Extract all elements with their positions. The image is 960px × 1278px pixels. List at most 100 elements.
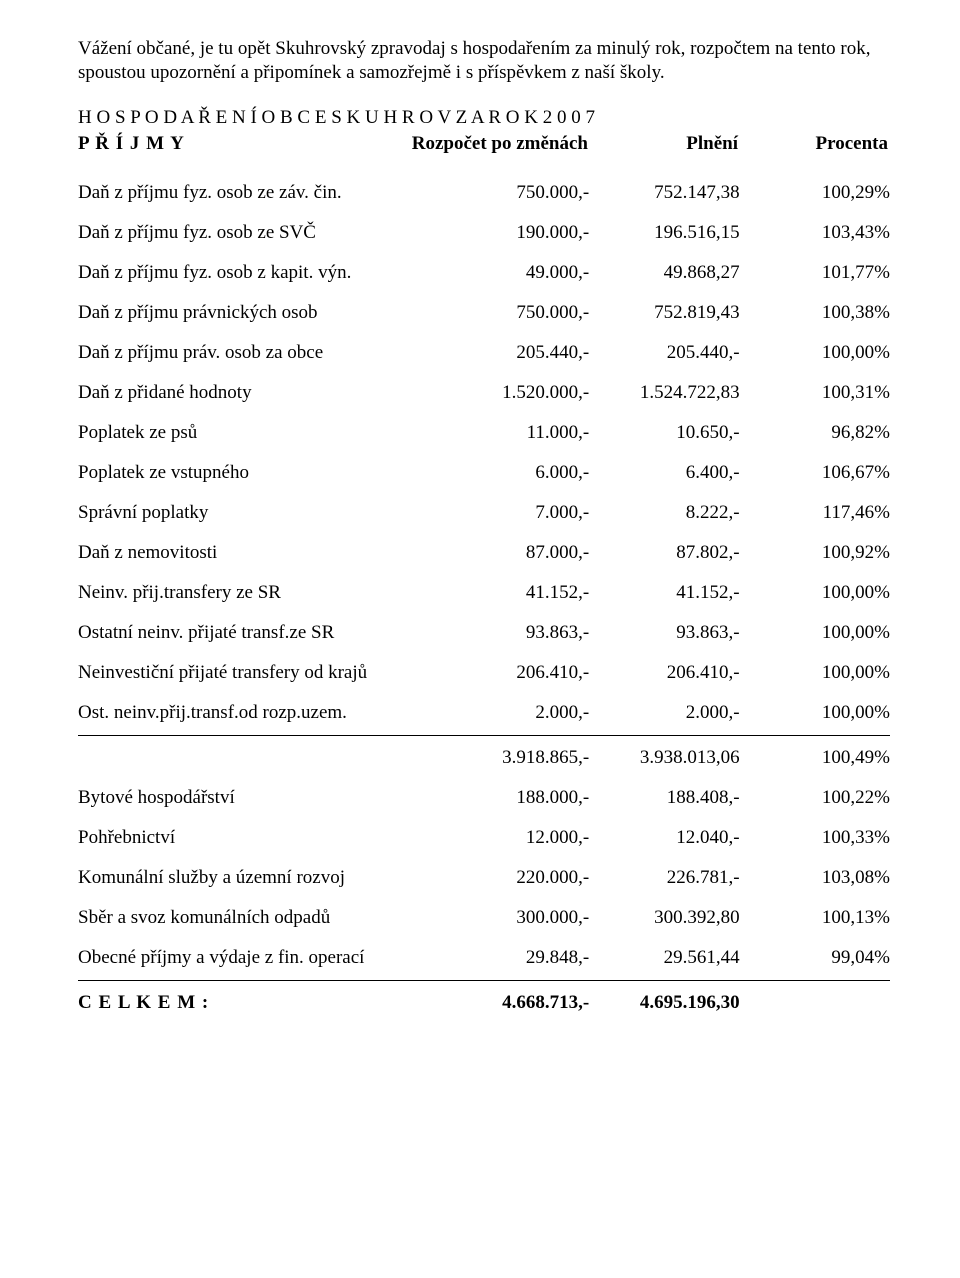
row-value: 190.000,- [399,213,589,253]
row-value: 103,08% [740,858,890,898]
row-value [740,980,890,1023]
section-heading: H O S P O D A Ř E N Í O B C E S K U H R … [78,107,890,129]
row-value: 1.520.000,- [399,373,589,413]
row-value: 12.000,- [399,818,589,858]
row-label: Daň z přidané hodnoty [78,373,399,413]
row-value: 100,31% [740,373,890,413]
page: Vážení občané, je tu opět Skuhrovský zpr… [0,0,960,1053]
table-row: Sběr a svoz komunálních odpadů300.000,-3… [78,898,890,938]
row-value: 100,13% [740,898,890,938]
row-value: 205.440,- [589,333,739,373]
table-header-col-percent: Procenta [738,133,888,155]
table-row: Poplatek ze vstupného6.000,-6.400,-106,6… [78,453,890,493]
row-value: 1.524.722,83 [589,373,739,413]
row-value: 100,00% [740,333,890,373]
table-header-row: P Ř Í J M Y Rozpočet po změnách Plnění P… [78,133,890,155]
row-label: Ostatní neinv. přijaté transf.ze SR [78,613,399,653]
row-value: 117,46% [740,493,890,533]
row-label: Neinvestiční přijaté transfery od krajů [78,653,399,693]
table-row: Komunální služby a územní rozvoj220.000,… [78,858,890,898]
table-row: Bytové hospodářství188.000,-188.408,-100… [78,778,890,818]
table-row: Obecné příjmy a výdaje z fin. operací29.… [78,938,890,981]
row-value: 100,29% [740,173,890,213]
row-value: 2.000,- [399,693,589,736]
row-value: 29.561,44 [589,938,739,981]
table-header-label: P Ř Í J M Y [78,133,398,155]
row-value: 188.000,- [399,778,589,818]
row-label: Sběr a svoz komunálních odpadů [78,898,399,938]
row-value: 100,00% [740,693,890,736]
row-value: 93.863,- [399,613,589,653]
budget-table: Daň z příjmu fyz. osob ze záv. čin.750.0… [78,173,890,1023]
row-label: Komunální služby a územní rozvoj [78,858,399,898]
row-label [78,735,399,778]
row-label: Daň z příjmu fyz. osob ze SVČ [78,213,399,253]
row-label: Správní poplatky [78,493,399,533]
row-value: 3.918.865,- [399,735,589,778]
row-value: 750.000,- [399,293,589,333]
row-label: Ost. neinv.přij.transf.od rozp.uzem. [78,693,399,736]
table-row: Neinv. přij.transfery ze SR41.152,-41.15… [78,573,890,613]
row-value: 12.040,- [589,818,739,858]
table-row: Daň z příjmu právnických osob750.000,-75… [78,293,890,333]
row-value: 87.802,- [589,533,739,573]
row-value: 100,33% [740,818,890,858]
table-row: Správní poplatky7.000,-8.222,-117,46% [78,493,890,533]
row-value: 100,38% [740,293,890,333]
row-value: 87.000,- [399,533,589,573]
row-value: 49.868,27 [589,253,739,293]
row-label: Bytové hospodářství [78,778,399,818]
row-value: 300.392,80 [589,898,739,938]
row-value: 49.000,- [399,253,589,293]
row-value: 100,92% [740,533,890,573]
row-value: 226.781,- [589,858,739,898]
row-value: 99,04% [740,938,890,981]
row-value: 29.848,- [399,938,589,981]
row-label: Pohřebnictví [78,818,399,858]
row-label: Daň z příjmu práv. osob za obce [78,333,399,373]
row-value: 10.650,- [589,413,739,453]
row-label: Poplatek ze vstupného [78,453,399,493]
row-value: 752.819,43 [589,293,739,333]
row-label: Daň z příjmu fyz. osob ze záv. čin. [78,173,399,213]
row-label: Neinv. přij.transfery ze SR [78,573,399,613]
table-row: Daň z příjmu fyz. osob z kapit. výn.49.0… [78,253,890,293]
table-row: Daň z příjmu fyz. osob ze záv. čin.750.0… [78,173,890,213]
row-value: 4.668.713,- [399,980,589,1023]
row-value: 101,77% [740,253,890,293]
row-value: 100,00% [740,653,890,693]
row-value: 41.152,- [399,573,589,613]
row-value: 6.000,- [399,453,589,493]
row-value: 96,82% [740,413,890,453]
row-value: 106,67% [740,453,890,493]
row-value: 6.400,- [589,453,739,493]
table-row: Daň z příjmu práv. osob za obce205.440,-… [78,333,890,373]
row-value: 300.000,- [399,898,589,938]
row-value: 750.000,- [399,173,589,213]
row-label: Daň z nemovitosti [78,533,399,573]
row-value: 7.000,- [399,493,589,533]
row-value: 100,22% [740,778,890,818]
intro-paragraph: Vážení občané, je tu opět Skuhrovský zpr… [78,37,890,85]
table-row: Daň z nemovitosti87.000,-87.802,-100,92% [78,533,890,573]
table-header-col-actual: Plnění [588,133,738,155]
row-value: 220.000,- [399,858,589,898]
row-label: Poplatek ze psů [78,413,399,453]
row-value: 188.408,- [589,778,739,818]
row-value: 103,43% [740,213,890,253]
table-row: Daň z příjmu fyz. osob ze SVČ190.000,-19… [78,213,890,253]
row-label: Obecné příjmy a výdaje z fin. operací [78,938,399,981]
row-value: 8.222,- [589,493,739,533]
row-value: 41.152,- [589,573,739,613]
row-value: 4.695.196,30 [589,980,739,1023]
row-value: 11.000,- [399,413,589,453]
row-value: 3.938.013,06 [589,735,739,778]
row-value: 205.440,- [399,333,589,373]
table-row: Poplatek ze psů11.000,-10.650,-96,82% [78,413,890,453]
table-header-col-budget: Rozpočet po změnách [398,133,588,155]
row-value: 93.863,- [589,613,739,653]
row-value: 100,00% [740,613,890,653]
row-value: 100,49% [740,735,890,778]
row-value: 100,00% [740,573,890,613]
row-value: 752.147,38 [589,173,739,213]
